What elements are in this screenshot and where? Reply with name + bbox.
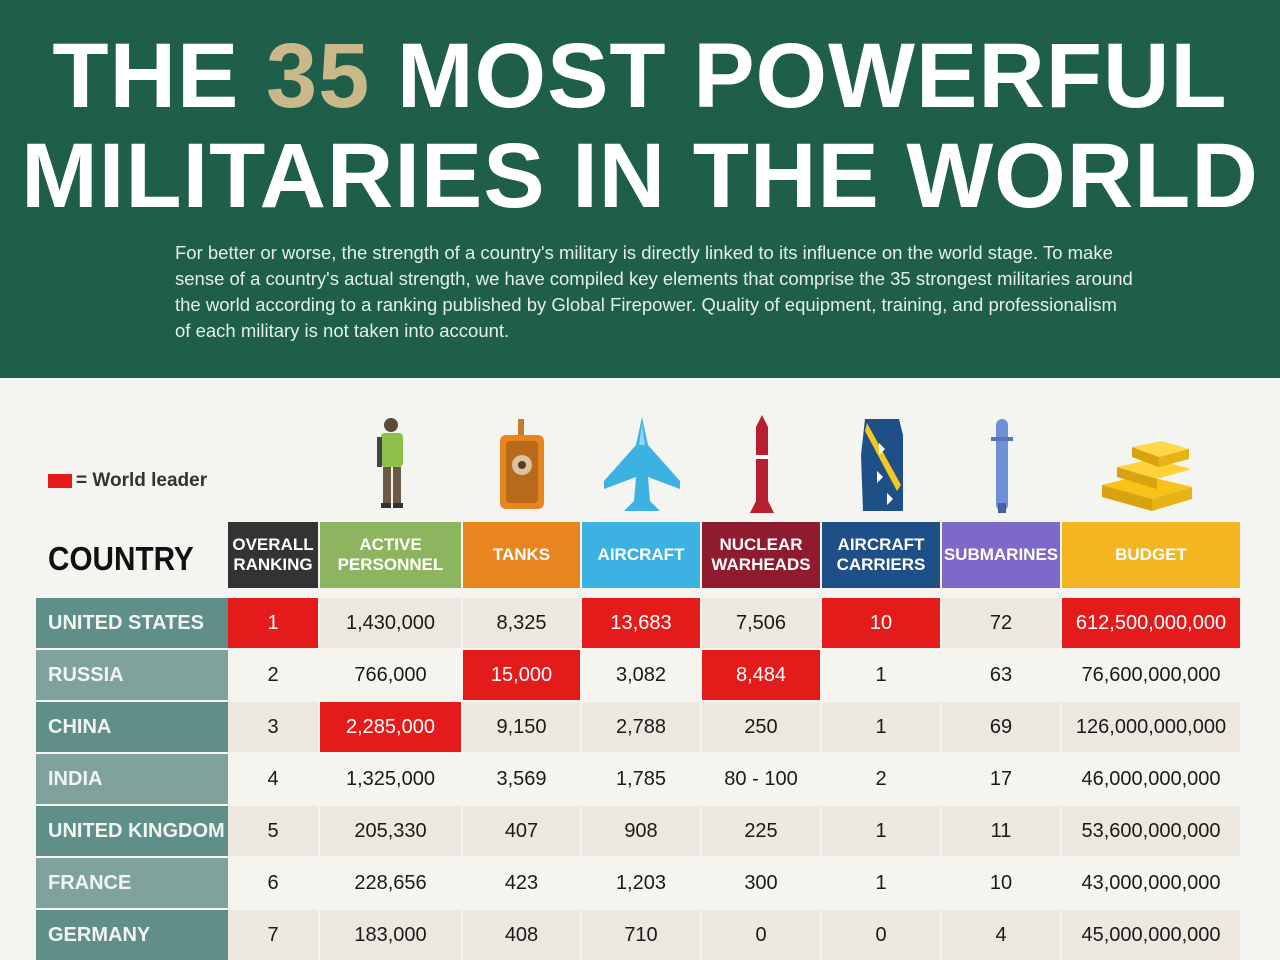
- cell-tanks: 3,569: [463, 754, 580, 804]
- cell-aircraft: 1,785: [582, 754, 700, 804]
- title-text-2: MOST POWERFUL: [370, 25, 1228, 127]
- cell-carriers: 0: [822, 910, 940, 960]
- title-line-1: THE 35 MOST POWERFUL: [0, 30, 1280, 122]
- cell-personnel: 1,325,000: [320, 754, 461, 804]
- cell-budget: 612,500,000,000: [1062, 598, 1240, 648]
- cell-aircraft: 908: [582, 806, 700, 856]
- cell-carriers: 1: [822, 806, 940, 856]
- cell-budget: 76,600,000,000: [1062, 650, 1240, 700]
- title-number: 35: [265, 25, 371, 127]
- cell-personnel: 183,000: [320, 910, 461, 960]
- cell-rank: 5: [228, 806, 318, 856]
- submarine-icon: [942, 405, 1062, 515]
- title-line-2: MILITARIES IN THE WORLD: [21, 125, 1259, 227]
- cell-carriers: 1: [822, 858, 940, 908]
- country-cell: UNITED STATES: [36, 598, 228, 648]
- cell-personnel: 205,330: [320, 806, 461, 856]
- cell-personnel: 766,000: [320, 650, 461, 700]
- cell-subs: 63: [942, 650, 1060, 700]
- gold-bars-icon: [1062, 405, 1242, 515]
- cell-tanks: 408: [463, 910, 580, 960]
- cell-aircraft: 710: [582, 910, 700, 960]
- country-cell: UNITED KINGDOM: [36, 806, 228, 856]
- cell-budget: 46,000,000,000: [1062, 754, 1240, 804]
- cell-tanks: 407: [463, 806, 580, 856]
- cell-budget: 126,000,000,000: [1062, 702, 1240, 752]
- cell-aircraft: 2,788: [582, 702, 700, 752]
- cell-tanks: 423: [463, 858, 580, 908]
- column-header-subs: SUBMARINES: [942, 522, 1060, 588]
- column-header-rank: OVERALL RANKING: [228, 522, 318, 588]
- cell-carriers: 2: [822, 754, 940, 804]
- title-text: THE: [52, 25, 266, 127]
- cell-tanks: 15,000: [463, 650, 580, 700]
- cell-rank: 3: [228, 702, 318, 752]
- cell-budget: 43,000,000,000: [1062, 858, 1240, 908]
- cell-subs: 4: [942, 910, 1060, 960]
- legend: = World leader: [48, 470, 207, 492]
- cell-carriers: 1: [822, 702, 940, 752]
- country-cell: INDIA: [36, 754, 228, 804]
- cell-subs: 17: [942, 754, 1060, 804]
- column-header-budget: BUDGET: [1062, 522, 1240, 588]
- cell-budget: 45,000,000,000: [1062, 910, 1240, 960]
- country-cell: FRANCE: [36, 858, 228, 908]
- header-banner: THE 35 MOST POWERFUL MILITARIES IN THE W…: [0, 0, 1280, 378]
- intro-paragraph: For better or worse, the strength of a c…: [175, 242, 1133, 341]
- cell-tanks: 9,150: [463, 702, 580, 752]
- cell-carriers: 10: [822, 598, 940, 648]
- legend-swatch: [48, 474, 72, 488]
- cell-carriers: 1: [822, 650, 940, 700]
- cell-tanks: 8,325: [463, 598, 580, 648]
- cell-nuclear: 7,506: [702, 598, 820, 648]
- cell-rank: 6: [228, 858, 318, 908]
- cell-subs: 69: [942, 702, 1060, 752]
- cell-rank: 7: [228, 910, 318, 960]
- cell-nuclear: 0: [702, 910, 820, 960]
- column-header-tanks: TANKS: [463, 522, 580, 588]
- cell-budget: 53,600,000,000: [1062, 806, 1240, 856]
- country-cell: CHINA: [36, 702, 228, 752]
- column-header-aircraft: AIRCRAFT: [582, 522, 700, 588]
- country-cell: GERMANY: [36, 910, 228, 960]
- column-header-carriers: AIRCRAFT CARRIERS: [822, 522, 940, 588]
- cell-subs: 10: [942, 858, 1060, 908]
- carrier-icon: [822, 405, 942, 515]
- cell-personnel: 228,656: [320, 858, 461, 908]
- country-cell: RUSSIA: [36, 650, 228, 700]
- cell-nuclear: 250: [702, 702, 820, 752]
- cell-subs: 11: [942, 806, 1060, 856]
- country-heading: COUNTRY: [48, 540, 194, 577]
- legend-label: = World leader: [76, 470, 208, 491]
- cell-nuclear: 8,484: [702, 650, 820, 700]
- soldier-icon: [320, 405, 462, 515]
- cell-subs: 72: [942, 598, 1060, 648]
- cell-personnel: 1,430,000: [320, 598, 461, 648]
- jet-icon: [582, 405, 702, 515]
- column-header-nuclear: NUCLEAR WARHEADS: [702, 522, 820, 588]
- column-header-personnel: ACTIVE PERSONNEL: [320, 522, 461, 588]
- tank-icon: [463, 405, 581, 515]
- cell-personnel: 2,285,000: [320, 702, 461, 752]
- cell-nuclear: 225: [702, 806, 820, 856]
- cell-aircraft: 3,082: [582, 650, 700, 700]
- cell-aircraft: 13,683: [582, 598, 700, 648]
- cell-rank: 4: [228, 754, 318, 804]
- cell-aircraft: 1,203: [582, 858, 700, 908]
- cell-nuclear: 80 - 100: [702, 754, 820, 804]
- cell-nuclear: 300: [702, 858, 820, 908]
- cell-rank: 2: [228, 650, 318, 700]
- missile-icon: [702, 405, 822, 515]
- cell-rank: 1: [228, 598, 318, 648]
